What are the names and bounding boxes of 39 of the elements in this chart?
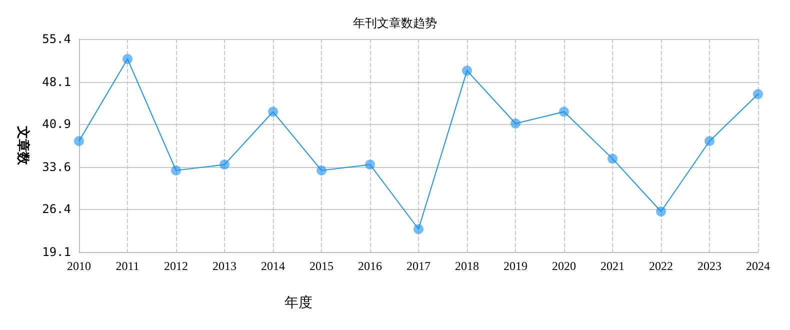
- x-tick-label: 2017: [406, 259, 430, 273]
- y-tick-label: 55.4: [42, 32, 71, 46]
- point: [559, 106, 569, 117]
- chart-title: 年刊文章数趋势: [353, 16, 437, 30]
- point: [510, 118, 520, 128]
- x-tick-label: 2011: [116, 259, 140, 273]
- x-tick-label: 2019: [504, 259, 528, 273]
- x-tick-label: 2022: [649, 259, 673, 273]
- point: [462, 66, 472, 76]
- point: [608, 154, 618, 164]
- x-tick-label: 2024: [746, 259, 770, 273]
- y-tick-label: 40.9: [42, 117, 71, 132]
- x-tick-label: 2020: [552, 259, 576, 273]
- point: [122, 54, 132, 64]
- x-tick-label: 2015: [310, 259, 334, 273]
- point: [414, 224, 424, 234]
- x-tick-label: 2021: [600, 259, 624, 273]
- point: [753, 89, 763, 100]
- point: [365, 160, 375, 170]
- x-tick-label: 2023: [698, 259, 722, 273]
- y-tick-label: 26.4: [42, 202, 71, 216]
- y-tick-label: 48.1: [42, 74, 71, 89]
- x-axis-title: 年度: [284, 295, 312, 311]
- point: [316, 165, 326, 176]
- x-tick-label: 2012: [164, 259, 188, 273]
- point: [704, 136, 714, 146]
- point: [171, 165, 181, 176]
- point: [268, 106, 278, 117]
- y-tick-label: 33.6: [42, 160, 71, 174]
- y-tick-label: 19.1: [42, 245, 71, 259]
- point: [74, 136, 84, 146]
- x-tick-label: 2014: [261, 259, 285, 273]
- x-tick-label: 2016: [358, 259, 382, 273]
- x-tick-label: 2013: [212, 259, 236, 273]
- y-axis-title: 文章数: [15, 125, 31, 166]
- point: [656, 206, 666, 217]
- x-tick-label: 2010: [67, 259, 91, 273]
- x-tick-label: 2018: [455, 259, 479, 273]
- point: [220, 160, 230, 170]
